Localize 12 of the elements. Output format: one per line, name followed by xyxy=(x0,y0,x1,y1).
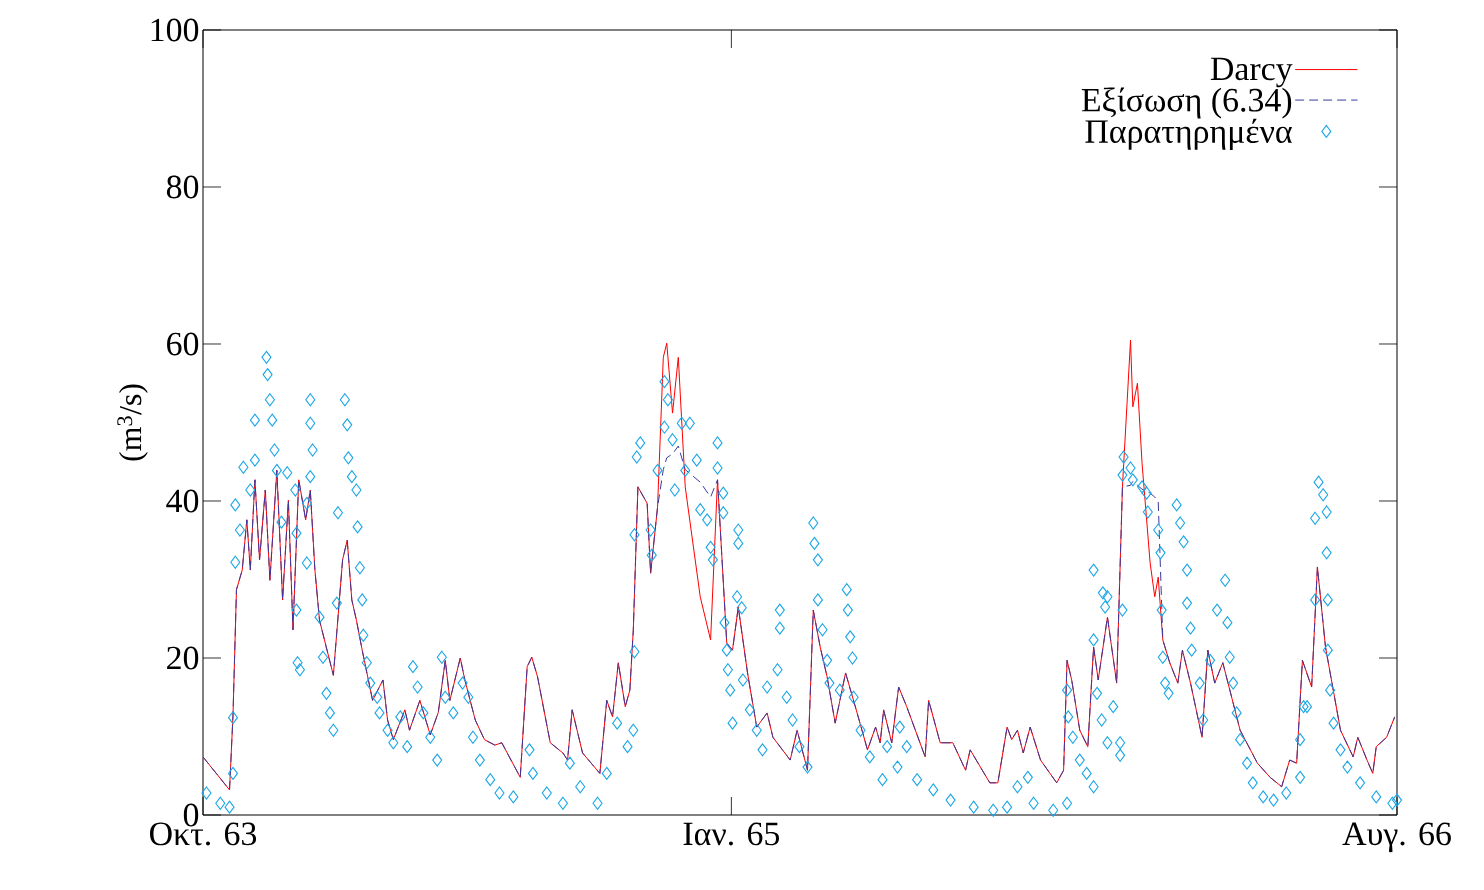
y-tick-label: 20 xyxy=(167,646,199,670)
legend-label: Εξίσωση (6.34) xyxy=(1081,87,1292,119)
line-series xyxy=(203,445,1396,791)
y-axis-title: (m$^{3}$/s) xyxy=(117,384,148,461)
y-tick-label: 100 xyxy=(151,18,199,42)
x-tick-label: Ιαν. 65 xyxy=(683,822,780,846)
legend-label: Darcy xyxy=(1210,57,1293,88)
y-tick-label: 60 xyxy=(167,332,199,356)
y-tick-label: 80 xyxy=(166,175,199,199)
x-tick-label: Αυγ. 66 xyxy=(1342,822,1451,853)
y-tick-label: 40 xyxy=(166,489,199,513)
legend-label: Παρατηρημένα xyxy=(1085,118,1292,150)
